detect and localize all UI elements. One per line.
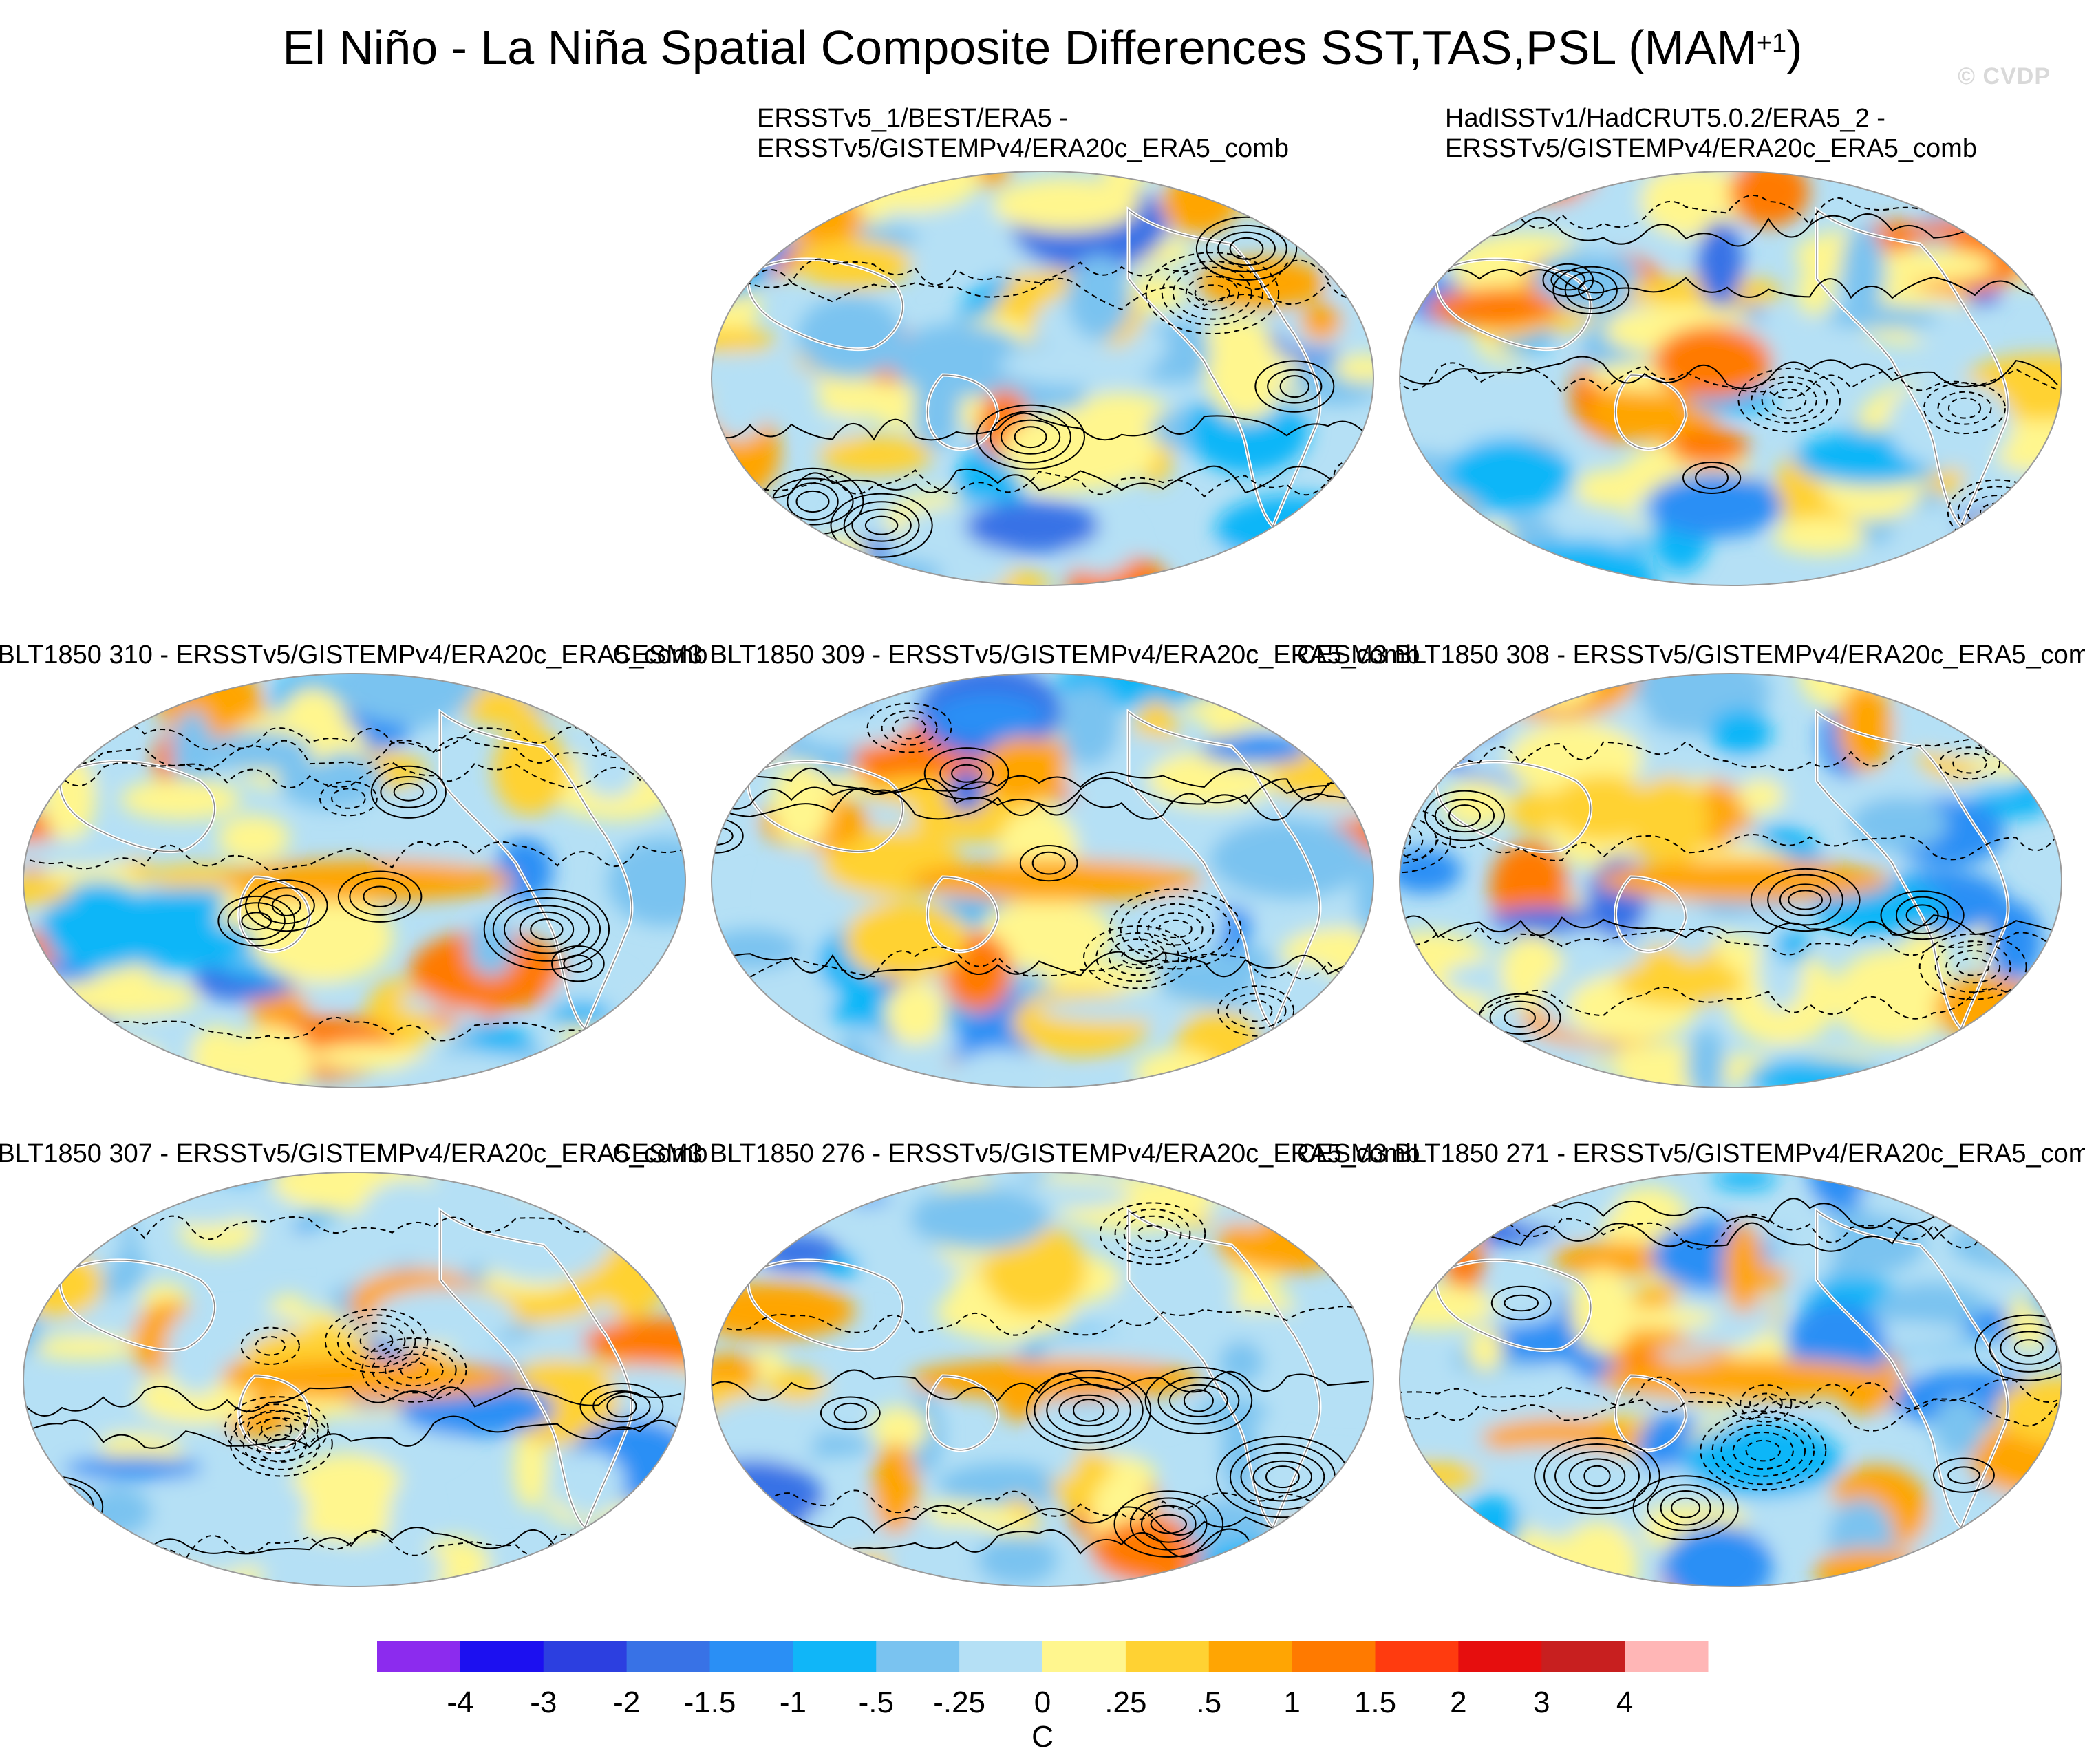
map-border <box>1399 171 2062 586</box>
map-border <box>711 673 1374 1088</box>
colorbar-unit-label: C <box>1031 1720 1054 1754</box>
panel-title-line2: ERSSTv5/GISTEMPv4/ERA20c_ERA5_comb <box>1445 134 1977 163</box>
colorbar-swatch <box>1292 1641 1376 1672</box>
robinson-map <box>711 673 1374 1088</box>
map-panel <box>21 671 688 1090</box>
psl-contours <box>23 1214 682 1560</box>
colorbar-tick-label: 1.5 <box>1354 1686 1396 1719</box>
colorbar-tick-label: -.25 <box>933 1686 985 1719</box>
panel-title-line2: ERSSTv5/GISTEMPv4/ERA20c_ERA5_comb <box>757 134 1289 163</box>
colorbar-tick-label: 0 <box>1034 1686 1051 1719</box>
panel-title-line1: CESM3 BLT1850 309 - ERSSTv5/GISTEMPv4/ER… <box>612 641 1420 669</box>
colorbar-swatch <box>626 1641 711 1672</box>
panel-title: CESM3 BLT1850 307 - ERSSTv5/GISTEMPv4/ER… <box>0 1139 708 1169</box>
shaded-field <box>1400 674 2062 1088</box>
colorbar-tick-label: .5 <box>1196 1686 1221 1719</box>
panel-title-line1: HadISSTv1/HadCRUT5.0.2/ERA5_2 - <box>1445 104 1885 133</box>
map-panel <box>21 1170 688 1589</box>
map-panel <box>709 169 1376 588</box>
colorbar-swatch <box>1125 1641 1210 1672</box>
colorbar-swatch <box>543 1641 628 1672</box>
robinson-map <box>1399 673 2062 1088</box>
main-title-close: ) <box>1786 21 1803 74</box>
colorbar-tick-label: -4 <box>447 1686 473 1719</box>
main-title: El Niño - La Niña Spatial Composite Diff… <box>0 18 2085 77</box>
main-title-text: El Niño - La Niña Spatial Composite Diff… <box>282 21 1757 74</box>
colorbar-swatch <box>1208 1641 1293 1672</box>
colorbar-tick-label: 4 <box>1616 1686 1633 1719</box>
map-panel <box>709 671 1376 1090</box>
colorbar-tick-label: -1 <box>780 1686 806 1719</box>
map-panel <box>1397 671 2064 1090</box>
robinson-map <box>23 673 686 1088</box>
panel-title: CESM3 BLT1850 309 - ERSSTv5/GISTEMPv4/ER… <box>612 640 1420 670</box>
colorbar-swatch <box>1375 1641 1459 1672</box>
cvdp-watermark: © CVDP <box>1958 63 2051 89</box>
colorbar-tick-label: 3 <box>1533 1686 1550 1719</box>
colorbar-tick-label: -1.5 <box>684 1686 736 1719</box>
colorbar-tick-label: -2 <box>613 1686 640 1719</box>
colorbar-tick-label: -.5 <box>859 1686 894 1719</box>
panel-title-line1: CESM3 BLT1850 308 - ERSSTv5/GISTEMPv4/ER… <box>1297 641 2085 669</box>
colorbar-swatch <box>959 1641 1043 1672</box>
colorbar-swatch <box>793 1641 877 1672</box>
colorbar-swatch <box>1625 1641 1709 1672</box>
robinson-map <box>1399 1172 2062 1587</box>
map-border <box>1399 673 2062 1088</box>
map-border <box>711 171 1374 586</box>
colorbar-tick-label: 2 <box>1450 1686 1466 1719</box>
robinson-map <box>711 1172 1374 1587</box>
colorbar-swatch <box>377 1641 461 1672</box>
panel-title: CESM3 BLT1850 310 - ERSSTv5/GISTEMPv4/ER… <box>0 640 708 670</box>
panel-title-line1: CESM3 BLT1850 271 - ERSSTv5/GISTEMPv4/ER… <box>1297 1139 2085 1168</box>
panel-title: CESM3 BLT1850 271 - ERSSTv5/GISTEMPv4/ER… <box>1297 1139 2085 1169</box>
map-panel <box>1397 169 2064 588</box>
panel-title: CESM3 BLT1850 276 - ERSSTv5/GISTEMPv4/ER… <box>612 1139 1420 1169</box>
map-border <box>23 1172 686 1587</box>
map-border <box>1399 1172 2062 1587</box>
robinson-map <box>23 1172 686 1587</box>
map-panel <box>709 1170 1376 1589</box>
robinson-map <box>711 171 1374 586</box>
panel-title-line1: CESM3 BLT1850 276 - ERSSTv5/GISTEMPv4/ER… <box>612 1139 1420 1168</box>
map-border <box>711 1172 1374 1587</box>
colorbar-swatch <box>876 1641 960 1672</box>
main-title-superscript: +1 <box>1756 29 1787 58</box>
psl-contours <box>712 702 1370 1037</box>
colorbar-swatch <box>1042 1641 1126 1672</box>
psl-contours <box>23 722 682 1048</box>
map-panel <box>1397 1170 2064 1589</box>
colorbar-swatch <box>1458 1641 1542 1672</box>
panel-title: CESM3 BLT1850 308 - ERSSTv5/GISTEMPv4/ER… <box>1297 640 2085 670</box>
colorbar-tick-label: .25 <box>1104 1686 1146 1719</box>
panel-title-line1: ERSSTv5_1/BEST/ERA5 - <box>757 104 1068 133</box>
panel-title-line1: CESM3 BLT1850 310 - ERSSTv5/GISTEMPv4/ER… <box>0 641 708 669</box>
colorbar-swatch <box>709 1641 793 1672</box>
colorbar-tick-label: -3 <box>530 1686 557 1719</box>
colorbar-swatch <box>1541 1641 1625 1672</box>
panel-title: ERSSTv5_1/BEST/ERA5 - ERSSTv5/GISTEMPv4/E… <box>757 103 1376 164</box>
map-border <box>23 673 686 1088</box>
colorbar-tick-label: 1 <box>1283 1686 1300 1719</box>
robinson-map <box>1399 171 2062 586</box>
shaded-field <box>712 674 1373 1088</box>
colorbar-swatch <box>460 1641 544 1672</box>
panel-title: HadISSTv1/HadCRUT5.0.2/ERA5_2 - ERSSTv5/G… <box>1445 103 2064 164</box>
panel-title-line1: CESM3 BLT1850 307 - ERSSTv5/GISTEMPv4/ER… <box>0 1139 708 1168</box>
